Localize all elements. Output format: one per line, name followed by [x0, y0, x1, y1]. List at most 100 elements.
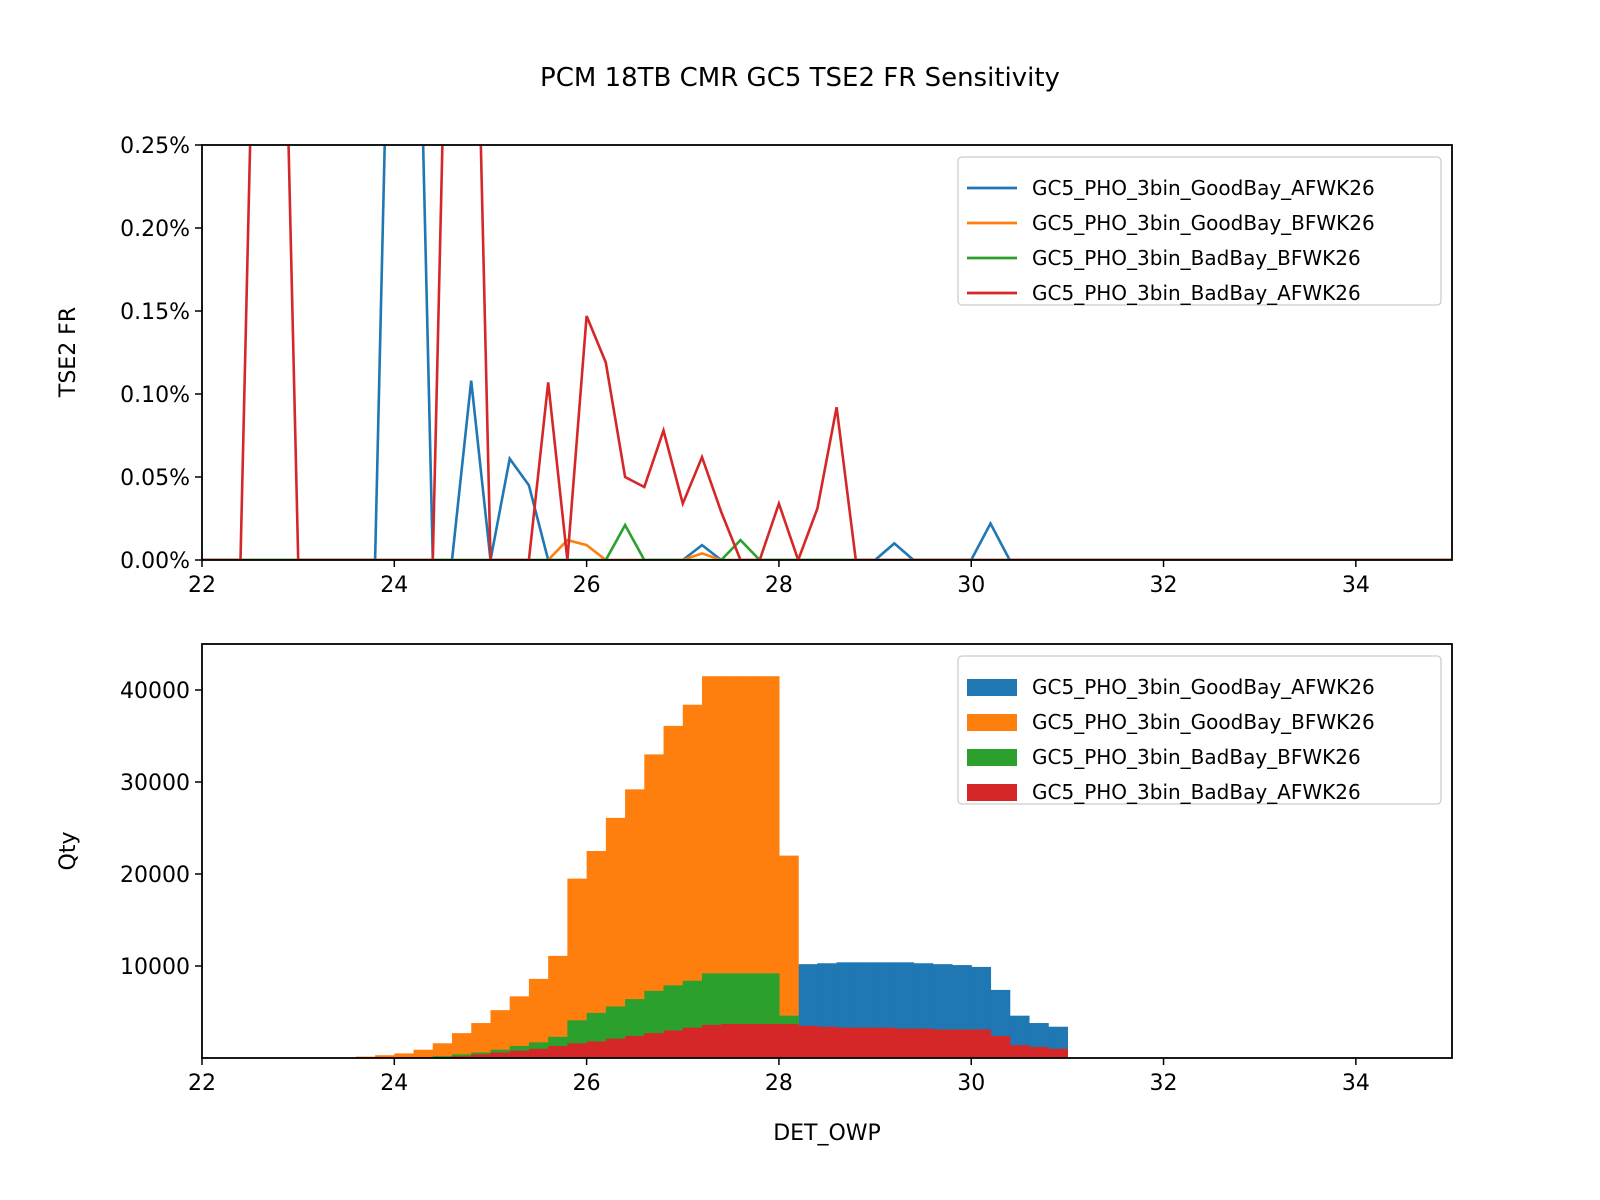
- qty-y-axis-label: Qty: [56, 832, 81, 871]
- qty-bar: [567, 1043, 588, 1058]
- qty-bar: [586, 851, 607, 1058]
- qty-bar: [990, 1035, 1011, 1058]
- qty-bar: [625, 1035, 645, 1058]
- qty-bar: [817, 1026, 838, 1058]
- fr-legend-label: GC5_PHO_3bin_BadBay_AFWK26: [1032, 281, 1361, 305]
- qty-legend-swatch: [967, 749, 1017, 766]
- qty-bar: [952, 1029, 972, 1058]
- fr-legend-label: GC5_PHO_3bin_GoodBay_AFWK26: [1032, 176, 1375, 200]
- fr-plot-frame: [201, 144, 1453, 561]
- fr-x-tick-label: 30: [957, 573, 985, 598]
- qty-legend-swatch: [967, 679, 1017, 696]
- qty-bar: [740, 676, 761, 1058]
- fr-y-tick-label: 0.10%: [120, 383, 190, 408]
- chart-title: PCM 18TB CMR GC5 TSE2 FR Sensitivity: [540, 63, 1060, 93]
- fr-x-tick-label: 26: [573, 573, 601, 598]
- qty-x-tick-label: 32: [1150, 1071, 1178, 1096]
- qty-bar: [702, 676, 722, 1058]
- qty-bar: [740, 1023, 761, 1058]
- qty-x-tick-label: 26: [573, 1071, 601, 1096]
- qty-bar: [721, 1023, 742, 1058]
- fr-legend: GC5_PHO_3bin_GoodBay_AFWK26 GC5_PHO_3bin_…: [957, 156, 1442, 306]
- fr-x-tick-label: 34: [1342, 573, 1370, 598]
- fr-legend-label: GC5_PHO_3bin_GoodBay_BFWK26: [1032, 211, 1375, 235]
- qty-legend-label: GC5_PHO_3bin_GoodBay_BFWK26: [1032, 710, 1375, 734]
- qty-x-tick-label: 34: [1342, 1071, 1370, 1096]
- qty-bar: [452, 1056, 472, 1058]
- qty-bar: [759, 1023, 780, 1058]
- qty-bar: [644, 1033, 665, 1058]
- fr-x-tick-label: 32: [1150, 573, 1178, 598]
- qty-bar: [528, 1048, 549, 1058]
- qty-bar: [778, 1023, 799, 1058]
- qty-legend-box: [957, 655, 1442, 805]
- qty-x-tick-label: 28: [765, 1071, 793, 1096]
- fr-y-tick-label: 0.05%: [120, 466, 190, 491]
- qty-bar: [875, 1027, 895, 1058]
- fr-x-tick-label: 22: [188, 573, 216, 598]
- qty-x-tick-label: 30: [957, 1071, 985, 1096]
- qty-bar: [528, 978, 549, 1058]
- qty-bar: [490, 1010, 511, 1058]
- fr-series-line-3: [202, 145, 1452, 560]
- qty-series-3: [452, 1023, 1068, 1058]
- qty-legend-label: GC5_PHO_3bin_BadBay_AFWK26: [1032, 780, 1361, 804]
- qty-y-tick-label: 40000: [120, 679, 190, 704]
- qty-bar: [855, 1027, 876, 1058]
- qty-bar: [644, 754, 665, 1058]
- qty-plot-frame: [201, 643, 1453, 1059]
- qty-bar: [567, 878, 588, 1058]
- fr-legend-box: [957, 156, 1442, 306]
- qty-bar: [778, 855, 799, 1058]
- qty-bar: [894, 1028, 915, 1058]
- qty-bar: [1028, 1046, 1049, 1058]
- qty-bar: [798, 1025, 818, 1058]
- qty-bar: [1009, 1045, 1030, 1058]
- qty-bar: [394, 1053, 415, 1058]
- qty-bar: [721, 676, 742, 1058]
- qty-legend-label: GC5_PHO_3bin_GoodBay_AFWK26: [1032, 675, 1375, 699]
- fr-y-tick-label: 0.25%: [120, 134, 190, 159]
- fr-y-tick-label: 0.00%: [120, 549, 190, 574]
- qty-bar: [605, 817, 626, 1058]
- qty-bar: [625, 789, 645, 1058]
- qty-bar: [413, 1049, 434, 1058]
- qty-bar: [490, 1052, 511, 1058]
- qty-bar: [471, 1023, 492, 1058]
- fr-line-plot: 22 24 26 28 30 32 34 0.00% 0.05% 0.10% 0.15% 0.20% 0…: [56, 134, 1453, 598]
- qty-bar: [605, 1038, 626, 1058]
- qty-bar: [682, 704, 703, 1058]
- qty-legend-swatch: [967, 714, 1017, 731]
- qty-legend-swatch: [967, 784, 1017, 801]
- qty-y-tick-label: 20000: [120, 863, 190, 888]
- qty-bar: [548, 955, 568, 1058]
- fr-series-line-2: [202, 522, 1452, 560]
- qty-bar: [452, 1033, 472, 1058]
- qty-bar: [663, 1030, 684, 1058]
- qty-bar: [971, 1029, 992, 1058]
- qty-bar: [432, 1056, 453, 1058]
- qty-bar: [432, 1043, 453, 1058]
- qty-x-tick-label: 22: [188, 1071, 216, 1096]
- qty-y-tick-label: 30000: [120, 771, 190, 796]
- qty-bar: [375, 1055, 395, 1058]
- qty-x-tick-label: 24: [380, 1071, 408, 1096]
- fr-series-line-1: [202, 538, 1452, 560]
- fr-x-tick-label: 24: [380, 573, 408, 598]
- qty-legend-label: GC5_PHO_3bin_BadBay_BFWK26: [1032, 745, 1361, 769]
- qty-bar: [1048, 1048, 1068, 1058]
- fr-y-tick-label: 0.20%: [120, 217, 190, 242]
- qty-x-axis-label: DET_OWP: [773, 1121, 881, 1146]
- fr-legend-label: GC5_PHO_3bin_BadBay_BFWK26: [1032, 246, 1361, 270]
- qty-y-tick-label: 10000: [120, 955, 190, 980]
- qty-bar: [759, 676, 780, 1058]
- qty-bar: [913, 1028, 934, 1058]
- qty-histogram: 22 24 26 28 30 32 34 10000 20000 30000 40000 Qty D…: [56, 643, 1453, 1146]
- qty-bar: [509, 996, 530, 1058]
- qty-bar: [471, 1054, 492, 1058]
- qty-bar: [663, 725, 684, 1058]
- fr-y-tick-label: 0.15%: [120, 300, 190, 325]
- qty-legend: GC5_PHO_3bin_GoodBay_AFWK26 GC5_PHO_3bin_…: [957, 655, 1442, 805]
- qty-bar: [682, 1027, 703, 1058]
